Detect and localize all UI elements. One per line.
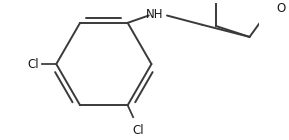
Text: Cl: Cl bbox=[133, 124, 144, 137]
Text: O: O bbox=[276, 2, 285, 15]
Text: NH: NH bbox=[146, 8, 164, 21]
Text: Cl: Cl bbox=[27, 58, 39, 71]
